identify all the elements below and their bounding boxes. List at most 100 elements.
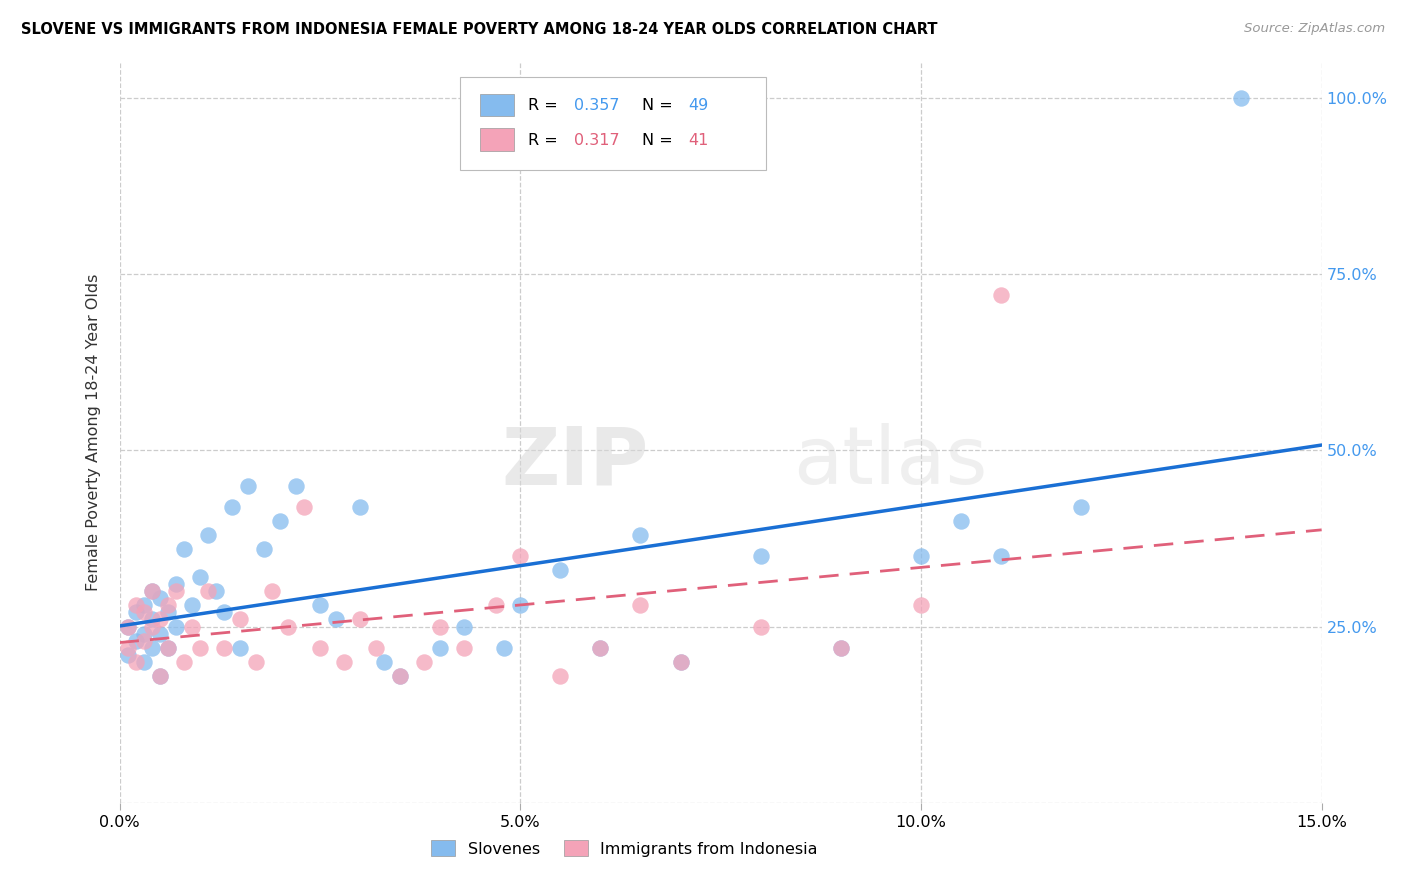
Point: [309, 599, 332, 613]
Point: [349, 612, 371, 626]
Point: [149, 626, 172, 640]
Point: [228, 640, 252, 655]
Point: [325, 612, 347, 626]
Point: [132, 655, 155, 669]
Text: 0.357: 0.357: [574, 98, 620, 113]
Text: N =: N =: [643, 98, 678, 113]
Point: [388, 669, 412, 683]
Point: [260, 584, 283, 599]
Point: [141, 640, 163, 655]
Point: [284, 478, 307, 492]
Point: [950, 514, 973, 528]
Point: [429, 619, 451, 633]
Text: 49: 49: [688, 98, 709, 113]
Point: [141, 619, 163, 633]
Point: [188, 640, 211, 655]
Point: [124, 606, 146, 620]
Point: [149, 612, 172, 626]
Point: [333, 655, 356, 669]
Point: [349, 500, 371, 514]
Point: [589, 640, 612, 655]
Point: [165, 619, 187, 633]
Text: R =: R =: [529, 98, 564, 113]
Point: [453, 640, 475, 655]
Point: [124, 655, 146, 669]
Point: [117, 619, 139, 633]
Point: [221, 500, 243, 514]
Point: [141, 584, 163, 599]
Point: [149, 669, 172, 683]
Point: [669, 655, 692, 669]
FancyBboxPatch shape: [460, 78, 766, 169]
Point: [173, 541, 195, 556]
Point: [550, 669, 572, 683]
Point: [509, 549, 531, 563]
Point: [156, 599, 179, 613]
Point: [429, 640, 451, 655]
Point: [117, 648, 139, 662]
Point: [156, 640, 179, 655]
Point: [132, 633, 155, 648]
Point: [550, 563, 572, 577]
Point: [910, 599, 932, 613]
Point: [124, 633, 146, 648]
Legend: Slovenes, Immigrants from Indonesia: Slovenes, Immigrants from Indonesia: [425, 833, 824, 863]
Point: [453, 619, 475, 633]
Point: [245, 655, 267, 669]
Point: [204, 584, 226, 599]
Point: [180, 619, 202, 633]
Point: [180, 599, 202, 613]
Point: [228, 612, 252, 626]
Point: [910, 549, 932, 563]
FancyBboxPatch shape: [479, 128, 513, 152]
Text: 0.317: 0.317: [574, 133, 620, 148]
Y-axis label: Female Poverty Among 18-24 Year Olds: Female Poverty Among 18-24 Year Olds: [86, 274, 101, 591]
Point: [413, 655, 436, 669]
Point: [277, 619, 299, 633]
Point: [141, 584, 163, 599]
Point: [669, 655, 692, 669]
Point: [749, 619, 772, 633]
Point: [990, 549, 1012, 563]
Point: [117, 640, 139, 655]
Point: [212, 640, 235, 655]
Point: [485, 599, 508, 613]
Point: [141, 612, 163, 626]
Point: [830, 640, 852, 655]
Point: [364, 640, 387, 655]
Point: [124, 599, 146, 613]
Text: ZIP: ZIP: [501, 423, 648, 501]
Point: [132, 626, 155, 640]
Point: [173, 655, 195, 669]
Point: [388, 669, 412, 683]
Point: [197, 584, 219, 599]
Point: [269, 514, 291, 528]
Point: [156, 606, 179, 620]
Point: [117, 619, 139, 633]
Point: [589, 640, 612, 655]
Text: N =: N =: [643, 133, 678, 148]
Point: [630, 599, 652, 613]
Point: [165, 584, 187, 599]
Point: [149, 669, 172, 683]
Point: [830, 640, 852, 655]
Point: [197, 528, 219, 542]
Point: [494, 640, 516, 655]
Text: SLOVENE VS IMMIGRANTS FROM INDONESIA FEMALE POVERTY AMONG 18-24 YEAR OLDS CORREL: SLOVENE VS IMMIGRANTS FROM INDONESIA FEM…: [21, 22, 938, 37]
Point: [373, 655, 395, 669]
Point: [1070, 500, 1092, 514]
Point: [509, 599, 531, 613]
Point: [630, 528, 652, 542]
Point: [188, 570, 211, 584]
Point: [212, 606, 235, 620]
Point: [309, 640, 332, 655]
FancyBboxPatch shape: [479, 94, 513, 117]
Text: 41: 41: [688, 133, 709, 148]
Point: [132, 606, 155, 620]
Point: [132, 599, 155, 613]
Text: Source: ZipAtlas.com: Source: ZipAtlas.com: [1244, 22, 1385, 36]
Point: [236, 478, 259, 492]
Point: [1230, 91, 1253, 105]
Text: R =: R =: [529, 133, 564, 148]
Point: [165, 577, 187, 591]
